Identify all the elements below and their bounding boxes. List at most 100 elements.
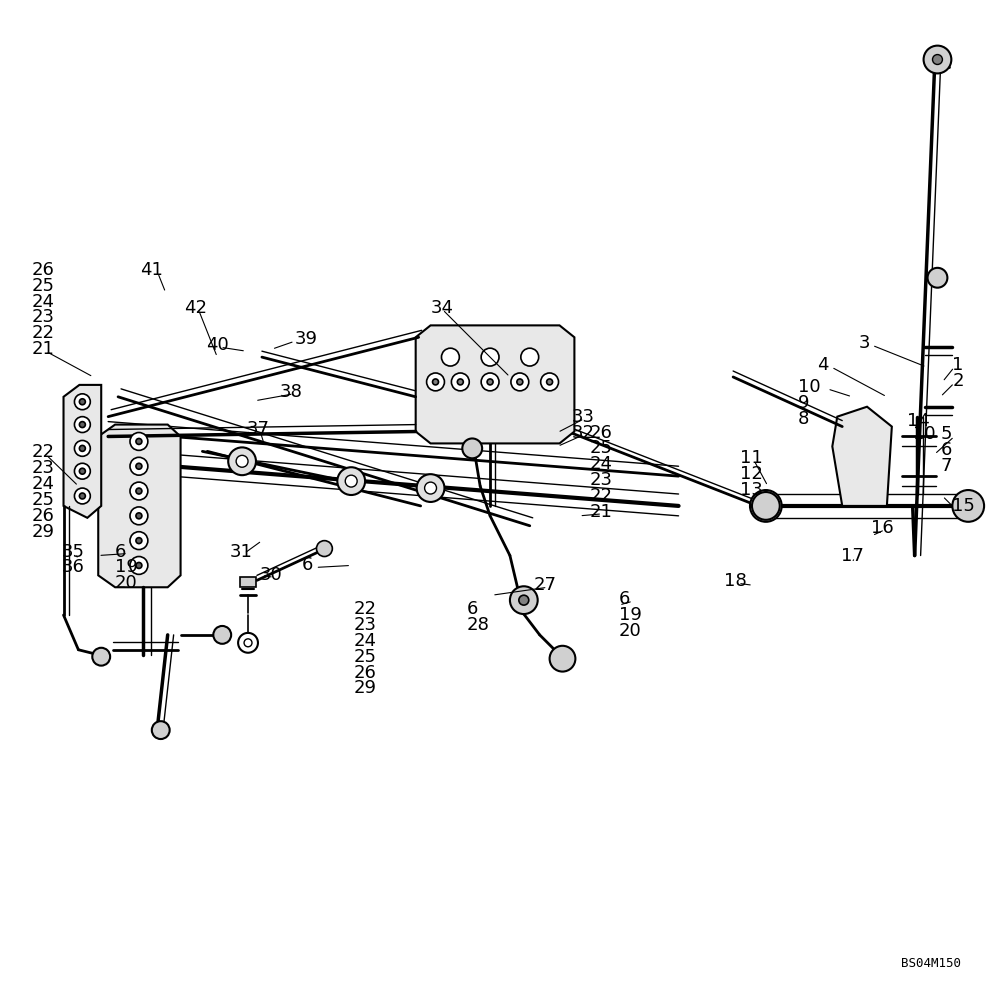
Text: 37: 37 [247,420,270,437]
Circle shape [228,447,256,475]
Text: 21: 21 [32,340,55,358]
Text: 6: 6 [302,557,313,574]
Circle shape [519,595,529,605]
Text: 22: 22 [32,324,55,342]
Text: 19: 19 [115,558,138,576]
Text: 35: 35 [62,543,85,560]
Text: 1: 1 [952,356,964,374]
Text: 40: 40 [206,336,229,354]
Circle shape [441,348,459,366]
Circle shape [152,721,170,739]
Text: 28: 28 [466,616,489,634]
Polygon shape [98,425,181,587]
Text: 34: 34 [431,299,454,316]
Text: 25: 25 [353,648,376,666]
Circle shape [92,648,110,666]
Text: 30: 30 [260,566,283,584]
Text: 4: 4 [817,356,829,374]
Circle shape [130,482,148,500]
Circle shape [79,399,85,405]
Circle shape [79,468,85,474]
Text: 10: 10 [913,426,935,443]
Text: 23: 23 [353,616,376,634]
Text: 6: 6 [619,590,630,608]
Circle shape [417,474,444,502]
Text: 41: 41 [140,261,163,279]
Circle shape [752,492,780,520]
Text: 12: 12 [740,465,763,483]
Circle shape [79,445,85,451]
Circle shape [427,373,444,391]
Text: 27: 27 [534,576,557,594]
Circle shape [74,463,90,479]
Circle shape [481,348,499,366]
Circle shape [462,438,482,458]
Text: 23: 23 [589,471,612,489]
Text: 22: 22 [589,487,612,505]
Text: 24: 24 [353,632,376,650]
Text: 22: 22 [32,443,55,461]
Text: 13: 13 [740,481,763,499]
Circle shape [74,417,90,433]
Circle shape [550,646,575,672]
Text: 24: 24 [32,475,55,493]
Text: 15: 15 [952,497,975,515]
Circle shape [457,379,463,385]
Text: 2: 2 [952,372,964,390]
Text: 18: 18 [724,572,747,590]
Circle shape [952,490,984,522]
Circle shape [510,586,538,614]
Text: 29: 29 [32,523,55,541]
Text: 7: 7 [940,457,952,475]
Circle shape [481,373,499,391]
Circle shape [487,379,493,385]
Text: 6: 6 [115,543,126,560]
Circle shape [511,373,529,391]
Text: 3: 3 [859,334,871,352]
Text: 33: 33 [571,408,594,426]
Circle shape [345,475,357,487]
Polygon shape [64,385,101,518]
Text: 23: 23 [32,459,55,477]
Circle shape [924,46,951,73]
Text: 31: 31 [230,543,253,560]
Text: 17: 17 [841,547,864,564]
Circle shape [425,482,437,494]
Polygon shape [416,325,574,443]
Circle shape [79,493,85,499]
Circle shape [316,541,332,557]
Circle shape [213,626,231,644]
Text: 20: 20 [619,622,642,640]
Text: 6: 6 [940,441,952,459]
Circle shape [130,532,148,550]
Circle shape [547,379,553,385]
Text: 19: 19 [619,606,642,624]
Circle shape [541,373,559,391]
Text: 20: 20 [115,574,138,592]
Text: 26: 26 [353,664,376,682]
Circle shape [517,379,523,385]
Text: 9: 9 [798,394,809,412]
Text: 39: 39 [295,330,318,348]
Text: 10: 10 [798,378,820,396]
Circle shape [130,433,148,450]
Text: 23: 23 [32,309,55,326]
Circle shape [236,455,248,467]
Circle shape [74,394,90,410]
Circle shape [750,490,782,522]
Circle shape [136,438,142,444]
Circle shape [74,440,90,456]
Text: 25: 25 [32,277,55,295]
Bar [240,577,256,587]
Text: 25: 25 [32,491,55,509]
Circle shape [136,562,142,568]
Circle shape [136,488,142,494]
Circle shape [933,55,942,64]
Circle shape [130,507,148,525]
Circle shape [337,467,365,495]
Circle shape [521,348,539,366]
Circle shape [74,488,90,504]
Text: 32: 32 [571,424,594,441]
Text: 5: 5 [940,426,952,443]
Circle shape [928,268,947,288]
